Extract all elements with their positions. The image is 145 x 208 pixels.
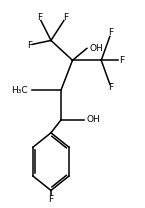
Text: F: F xyxy=(27,41,32,50)
Text: F: F xyxy=(48,195,54,204)
Text: OH: OH xyxy=(87,115,101,124)
Text: F: F xyxy=(109,28,114,37)
Text: F: F xyxy=(109,83,114,92)
Text: H₃C: H₃C xyxy=(11,86,28,95)
Text: F: F xyxy=(119,56,124,65)
Text: OH: OH xyxy=(90,44,104,53)
Text: F: F xyxy=(63,13,68,22)
Text: F: F xyxy=(37,13,42,22)
